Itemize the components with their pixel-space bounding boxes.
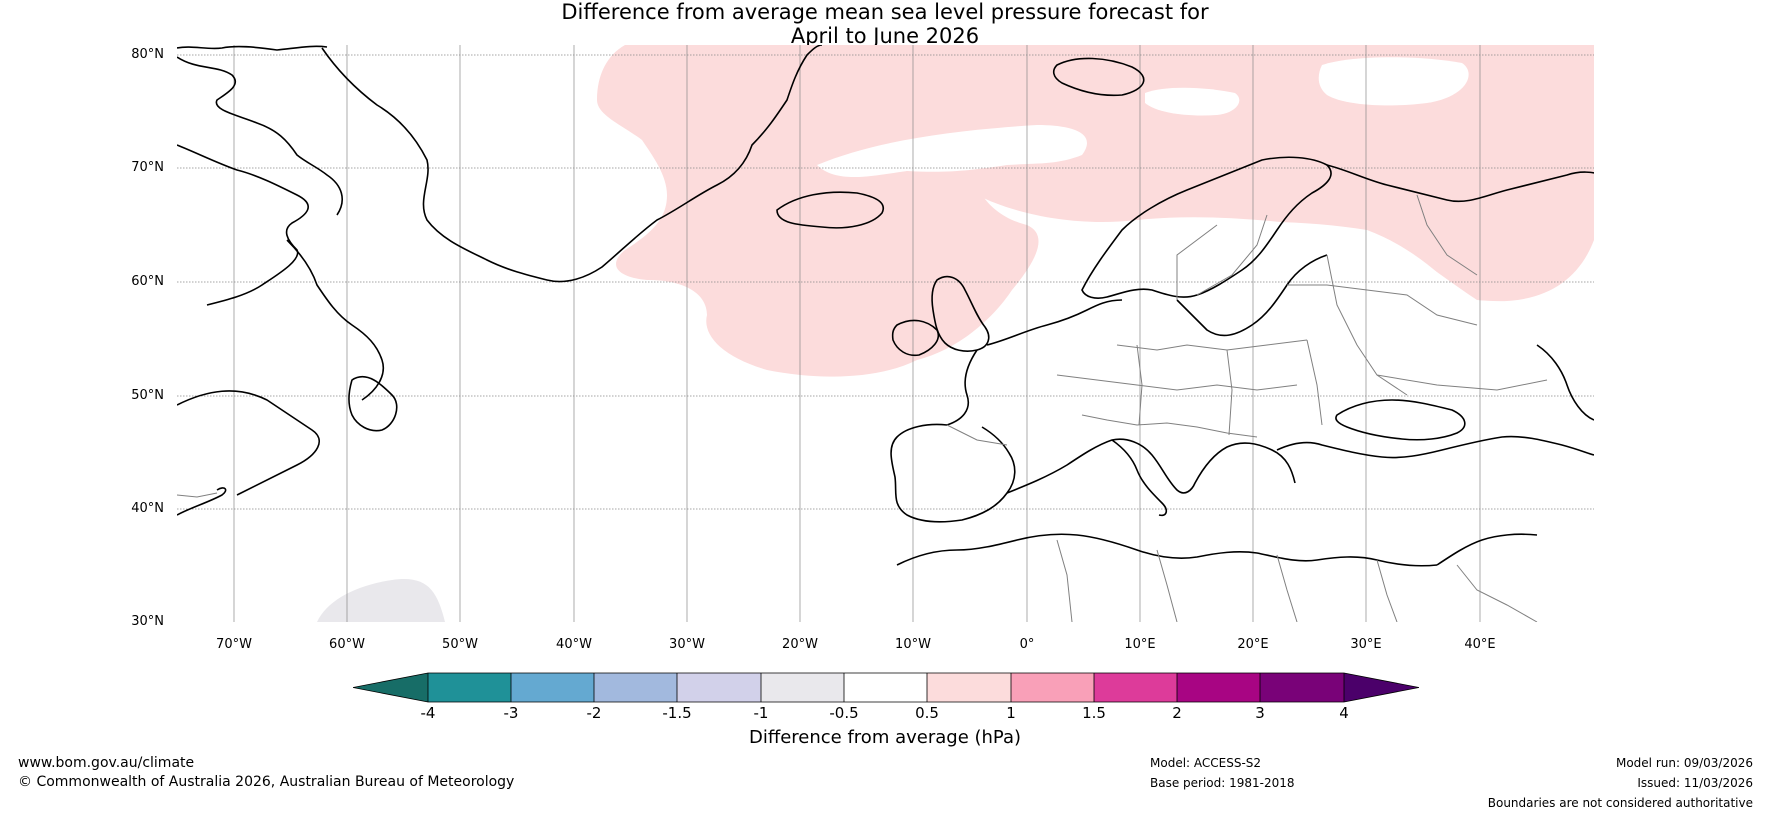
colorbar-bin-2 bbox=[511, 673, 594, 702]
coastline-iberia bbox=[890, 423, 1016, 523]
colorbar-tick-minus-4: -4 bbox=[420, 704, 436, 722]
lon-label-30w: 30°W bbox=[669, 637, 705, 652]
colorbar-bin-7 bbox=[927, 673, 1011, 702]
near-normal-region-europe bbox=[937, 221, 1594, 622]
colorbar-bin-0 bbox=[353, 673, 428, 702]
coastline-newfoundland bbox=[348, 375, 398, 432]
coastline-west-europe bbox=[986, 299, 1123, 346]
coastline-baffin bbox=[177, 45, 328, 51]
map-panel bbox=[177, 45, 1594, 622]
colorbar-tick-minus-2: -2 bbox=[586, 704, 602, 722]
coastline-black-sea bbox=[1335, 399, 1466, 441]
lon-label-70w: 70°W bbox=[216, 637, 252, 652]
colorbar-tick-2: 2 bbox=[1172, 704, 1182, 722]
lon-label-20w: 20°W bbox=[782, 637, 818, 652]
coastline-iceland bbox=[776, 191, 884, 229]
colorbar-bin-8 bbox=[1011, 673, 1094, 702]
lat-label-80n: 80°N bbox=[131, 47, 164, 62]
near-normal-region-barents-1 bbox=[1318, 57, 1469, 106]
coastline-caspian bbox=[1536, 344, 1594, 421]
lon-label-50w: 50°W bbox=[442, 637, 478, 652]
lon-label-20e: 20°E bbox=[1237, 637, 1269, 652]
longitude-gridlines bbox=[233, 45, 1481, 622]
coastline-ireland bbox=[891, 319, 939, 357]
colorbar-bin-5 bbox=[761, 673, 844, 702]
colorbar-legend bbox=[353, 672, 1419, 703]
lat-label-30n: 30°N bbox=[131, 614, 164, 629]
near-normal-region-north-sea bbox=[817, 125, 1087, 178]
latitude-gridlines bbox=[177, 54, 1594, 510]
colorbar-bin-6 bbox=[844, 673, 927, 702]
colorbar-tick-minus-1: -1 bbox=[753, 704, 769, 722]
lon-label-30e: 30°E bbox=[1350, 637, 1382, 652]
colorbar-bin-4 bbox=[677, 673, 761, 702]
lon-label-0: 0° bbox=[1019, 637, 1035, 652]
map-title: Difference from average mean sea level p… bbox=[0, 0, 1770, 48]
model-text: Model: ACCESS-S2 bbox=[1150, 756, 1262, 770]
coastline-norway bbox=[1081, 156, 1332, 299]
colorbar-tick-1-5: 1.5 bbox=[1082, 704, 1106, 722]
lon-label-40e: 40°E bbox=[1464, 637, 1496, 652]
lat-label-70n: 70°N bbox=[131, 160, 164, 175]
issued-text: Issued: 11/03/2026 bbox=[1637, 776, 1753, 790]
country-borders bbox=[177, 194, 1548, 622]
colorbar-tick-minus-0-5: -0.5 bbox=[829, 704, 859, 722]
lat-label-60n: 60°N bbox=[131, 274, 164, 289]
lat-label-50n: 50°N bbox=[131, 388, 164, 403]
colorbar-bin-9 bbox=[1094, 673, 1177, 702]
coastline-levant-red-sea bbox=[1436, 533, 1538, 566]
title-line-1: Difference from average mean sea level p… bbox=[561, 0, 1209, 24]
copyright-text: © Commonwealth of Australia 2026, Austra… bbox=[18, 774, 515, 790]
coastline-labrador bbox=[177, 144, 309, 306]
title-line-2: April to June 2026 bbox=[790, 24, 980, 48]
coastline-mediterranean-north bbox=[1006, 438, 1296, 494]
coastline-greece-turkey bbox=[1276, 435, 1594, 459]
colorbar-tick-4: 4 bbox=[1339, 704, 1349, 722]
base-period-text: Base period: 1981-2018 bbox=[1150, 776, 1295, 790]
coastline-north-africa bbox=[896, 533, 1438, 567]
colorbar-tick-1: 1 bbox=[1006, 704, 1016, 722]
coastline-baltic bbox=[1176, 254, 1328, 337]
colorbar-bin-1 bbox=[428, 673, 511, 702]
lon-label-60w: 60°W bbox=[329, 637, 365, 652]
colorbar-tick-3: 3 bbox=[1255, 704, 1265, 722]
disclaimer-text: Boundaries are not considered authoritat… bbox=[1487, 796, 1753, 810]
model-run-text: Model run: 09/03/2026 bbox=[1615, 756, 1753, 770]
near-normal-region-barents-2 bbox=[1145, 87, 1240, 116]
colorbar-tick-minus-1-5: -1.5 bbox=[662, 704, 692, 722]
colorbar-bin-12 bbox=[1344, 673, 1419, 702]
coastline-greenland bbox=[321, 45, 823, 283]
coastline-kola-white-sea bbox=[1326, 164, 1594, 203]
colorbar-tick-minus-3: -3 bbox=[503, 704, 519, 722]
coastline-north-america-north bbox=[177, 56, 343, 216]
lat-label-40n: 40°N bbox=[131, 501, 164, 516]
lon-label-10w: 10°W bbox=[895, 637, 931, 652]
colorbar-label: Difference from average (hPa) bbox=[748, 727, 1022, 748]
lon-label-10e: 10°E bbox=[1124, 637, 1156, 652]
positive-anomaly-region-atlantic bbox=[597, 45, 1594, 377]
colorbar-bin-10 bbox=[1177, 673, 1260, 702]
colorbar-bin-3 bbox=[594, 673, 677, 702]
coastline-us-east bbox=[177, 487, 227, 516]
colorbar-dividers bbox=[427, 673, 1345, 702]
coastline-italy bbox=[1111, 439, 1168, 517]
coastline-france-biscay bbox=[946, 349, 978, 426]
colorbar-tick-0-5: 0.5 bbox=[915, 704, 939, 722]
coastline-svalbard bbox=[1052, 57, 1145, 97]
coastline-labrador-east bbox=[286, 239, 384, 401]
slight-negative-region bbox=[317, 579, 445, 622]
coastline-nova-scotia bbox=[177, 390, 320, 496]
colorbar-bin-11 bbox=[1260, 673, 1344, 702]
website-link[interactable]: www.bom.gov.au/climate bbox=[18, 755, 195, 771]
lon-label-40w: 40°W bbox=[556, 637, 592, 652]
coastlines bbox=[177, 45, 1594, 567]
